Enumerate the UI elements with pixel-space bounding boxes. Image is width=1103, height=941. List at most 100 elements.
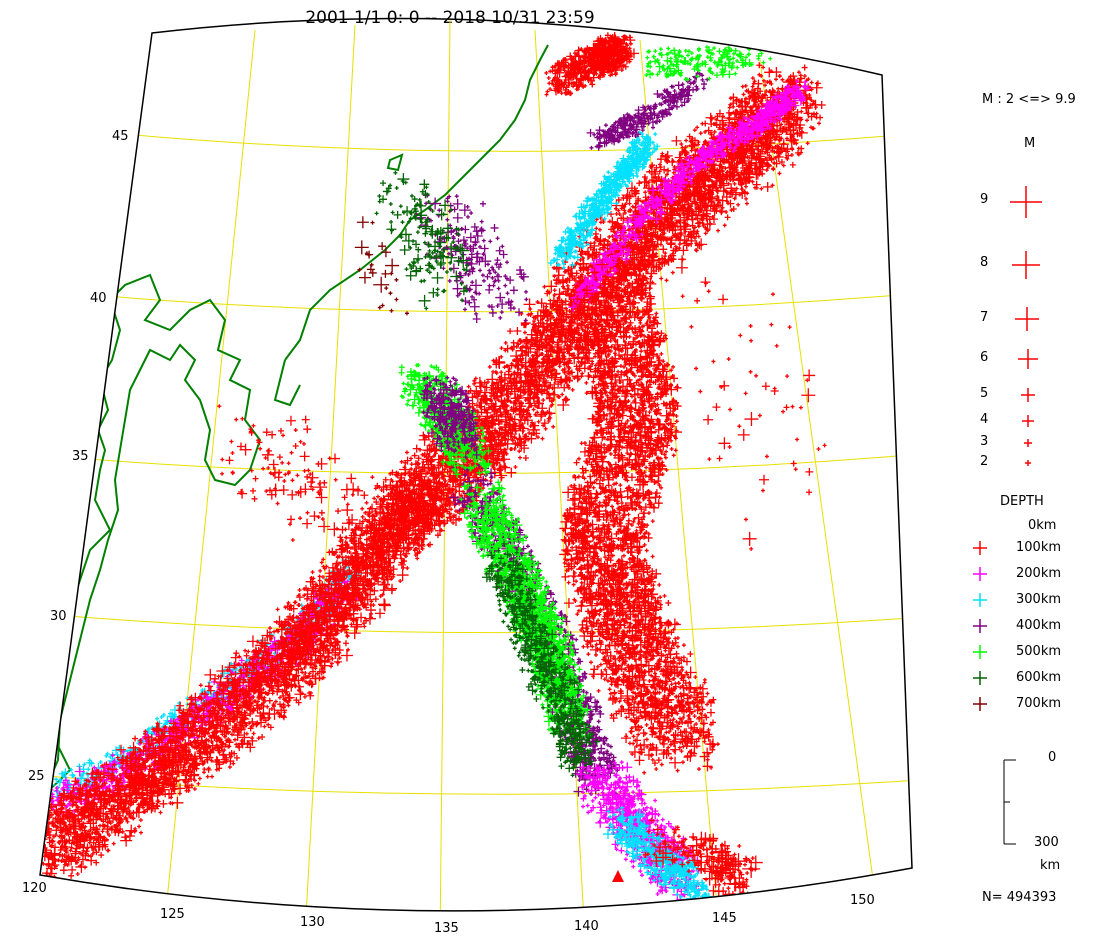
earthquake-marker: [23, 868, 29, 874]
earthquake-marker: [41, 814, 45, 818]
earthquake-marker: [30, 850, 40, 860]
earthquake-marker: [343, 640, 349, 646]
earthquake-marker: [205, 682, 213, 690]
earthquake-marker: [26, 865, 30, 869]
earthquake-marker: [30, 871, 34, 875]
earthquake-marker: [54, 777, 58, 781]
earthquake-marker: [274, 700, 278, 704]
earthquake-marker: [415, 556, 419, 560]
earthquake-marker: [35, 826, 39, 830]
earthquake-marker: [29, 818, 37, 826]
earthquake-marker: [318, 579, 322, 583]
earthquake-marker: [265, 705, 269, 709]
earthquake-marker: [23, 818, 35, 830]
earthquake-marker: [29, 822, 33, 826]
graticule-line: [535, 30, 585, 940]
earthquake-marker: [398, 579, 402, 583]
earthquake-marker: [259, 734, 265, 740]
earthquake-marker: [252, 732, 256, 736]
earthquake-marker: [35, 816, 43, 824]
earthquake-marker: [190, 783, 194, 787]
earthquake-marker: [14, 864, 22, 872]
earthquake-marker: [39, 837, 43, 841]
earthquake-marker: [349, 627, 361, 639]
earthquake-marker: [38, 852, 42, 856]
earthquake-marker: [311, 570, 315, 574]
earthquake-marker: [228, 765, 232, 769]
seismicity-map: 45 40 35 30 25 120 125 130 135 140 145 1…: [0, 0, 960, 941]
earthquake-marker: [69, 772, 75, 778]
earthquake-marker: [36, 820, 40, 824]
earthquake-marker: [12, 870, 22, 880]
earthquake-marker: [23, 864, 31, 872]
earthquake-marker: [83, 865, 87, 869]
earthquake-marker: [40, 807, 46, 813]
earthquake-marker: [99, 760, 103, 764]
earthquake-marker: [193, 787, 197, 791]
earthquake-marker: [76, 872, 80, 876]
earthquake-marker: [38, 828, 44, 834]
earthquake-marker: [362, 621, 366, 625]
earthquake-marker: [68, 866, 76, 874]
earthquake-marker: [22, 839, 28, 845]
earthquake-marker: [199, 683, 203, 687]
earthquake-marker: [341, 649, 353, 661]
earthquake-marker: [23, 848, 27, 852]
earthquake-marker: [28, 837, 32, 841]
earthquake-marker: [267, 698, 273, 704]
earthquake-marker: [21, 839, 31, 849]
earthquake-marker: [112, 842, 116, 846]
earthquake-marker: [298, 588, 302, 592]
earthquake-marker: [26, 865, 30, 869]
graticule-line: [760, 60, 880, 930]
earthquake-marker: [25, 840, 29, 844]
earthquake-marker: [86, 767, 90, 771]
earthquake-marker: [121, 833, 129, 841]
earthquake-marker: [360, 507, 364, 511]
earthquake-marker: [245, 732, 249, 736]
earthquake-marker: [318, 569, 322, 573]
earthquake-marker: [27, 821, 37, 831]
earthquake-marker: [39, 800, 47, 808]
earthquake-marker: [17, 843, 23, 849]
earthquake-marker: [27, 816, 31, 820]
earthquake-marker: [171, 797, 183, 809]
earthquake-marker: [34, 860, 38, 864]
earthquake-marker: [300, 670, 304, 674]
earthquake-marker: [296, 593, 304, 601]
earthquake-marker: [68, 873, 74, 879]
earthquake-marker: [121, 750, 125, 754]
earthquake-marker: [210, 775, 214, 779]
earthquake-marker: [101, 829, 105, 833]
earthquake-marker: [121, 830, 125, 834]
earthquake-marker: [373, 596, 379, 602]
earthquake-marker: [139, 831, 143, 835]
earthquake-marker: [26, 824, 30, 828]
earthquake-marker: [250, 736, 254, 740]
earthquake-marker: [32, 825, 42, 835]
earthquake-marker: [37, 841, 41, 845]
graticule-line: [60, 292, 900, 312]
earthquake-marker: [34, 839, 38, 843]
earthquake-marker: [28, 824, 32, 828]
earthquake-marker: [365, 501, 369, 505]
earthquake-marker: [12, 838, 24, 850]
earthquake-marker: [26, 818, 32, 824]
earthquake-marker: [276, 607, 280, 611]
earthquake-marker: [40, 821, 46, 827]
earthquake-marker: [35, 805, 45, 815]
earthquake-marker: [17, 869, 29, 881]
earthquake-marker: [196, 782, 200, 786]
earthquake-marker: [19, 826, 29, 836]
earthquake-marker: [139, 818, 143, 822]
earthquake-marker: [230, 732, 234, 736]
earthquake-marker: [26, 837, 32, 843]
earthquake-marker: [27, 854, 37, 864]
earthquake-marker: [206, 775, 210, 779]
earthquake-marker: [49, 838, 55, 844]
earthquake-marker: [266, 723, 270, 727]
earthquake-marker: [27, 825, 33, 831]
earthquake-marker: [27, 858, 33, 864]
earthquake-marker: [21, 865, 25, 869]
earthquake-marker: [361, 515, 365, 519]
